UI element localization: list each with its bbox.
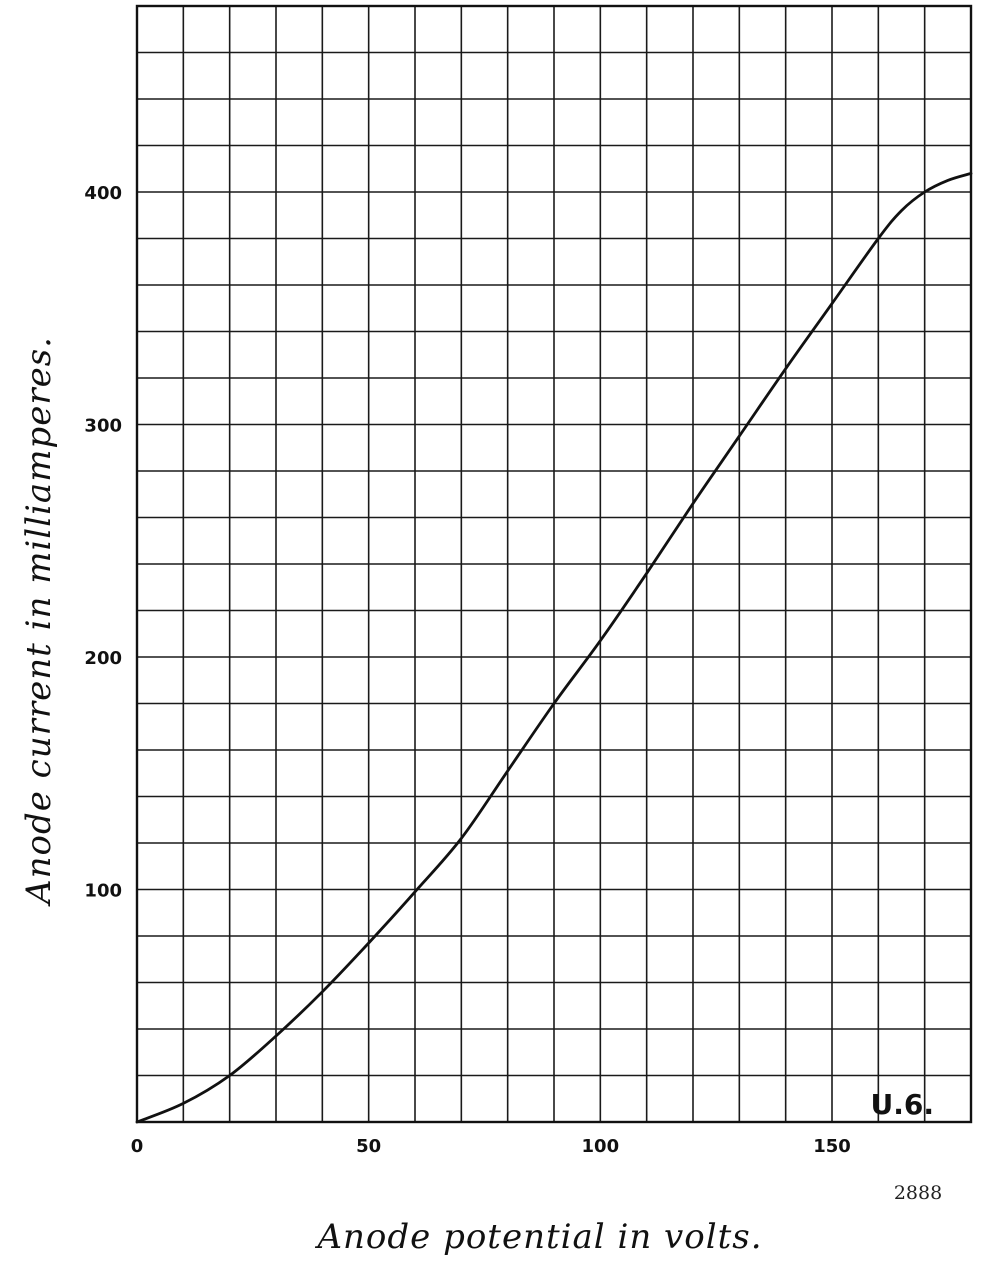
y-tick-label: 200 xyxy=(84,648,122,669)
x-tick-label: 100 xyxy=(582,1136,620,1157)
curve-layer xyxy=(135,172,973,1124)
x-tick-label: 150 xyxy=(813,1136,851,1157)
x-tick-labels: 0 50 100 150 xyxy=(131,1136,851,1157)
y-tick-label: 100 xyxy=(84,881,122,902)
plot-frame xyxy=(135,4,973,1124)
y-axis-title: Anode current in milliamperes. xyxy=(19,336,59,907)
x-tick-label: 0 xyxy=(131,1136,144,1157)
grid xyxy=(137,6,971,1122)
anode-current-curve xyxy=(135,172,973,1124)
y-tick-label: 300 xyxy=(84,416,122,437)
plate-number: 2888 xyxy=(894,1182,942,1204)
curve-annotation-label: U.6. xyxy=(871,1088,935,1121)
y-tick-labels: 100 200 300 400 xyxy=(84,183,122,902)
x-axis-title: Anode potential in volts. xyxy=(314,1217,762,1257)
x-tick-label: 50 xyxy=(356,1136,381,1157)
y-tick-label: 400 xyxy=(84,183,122,204)
